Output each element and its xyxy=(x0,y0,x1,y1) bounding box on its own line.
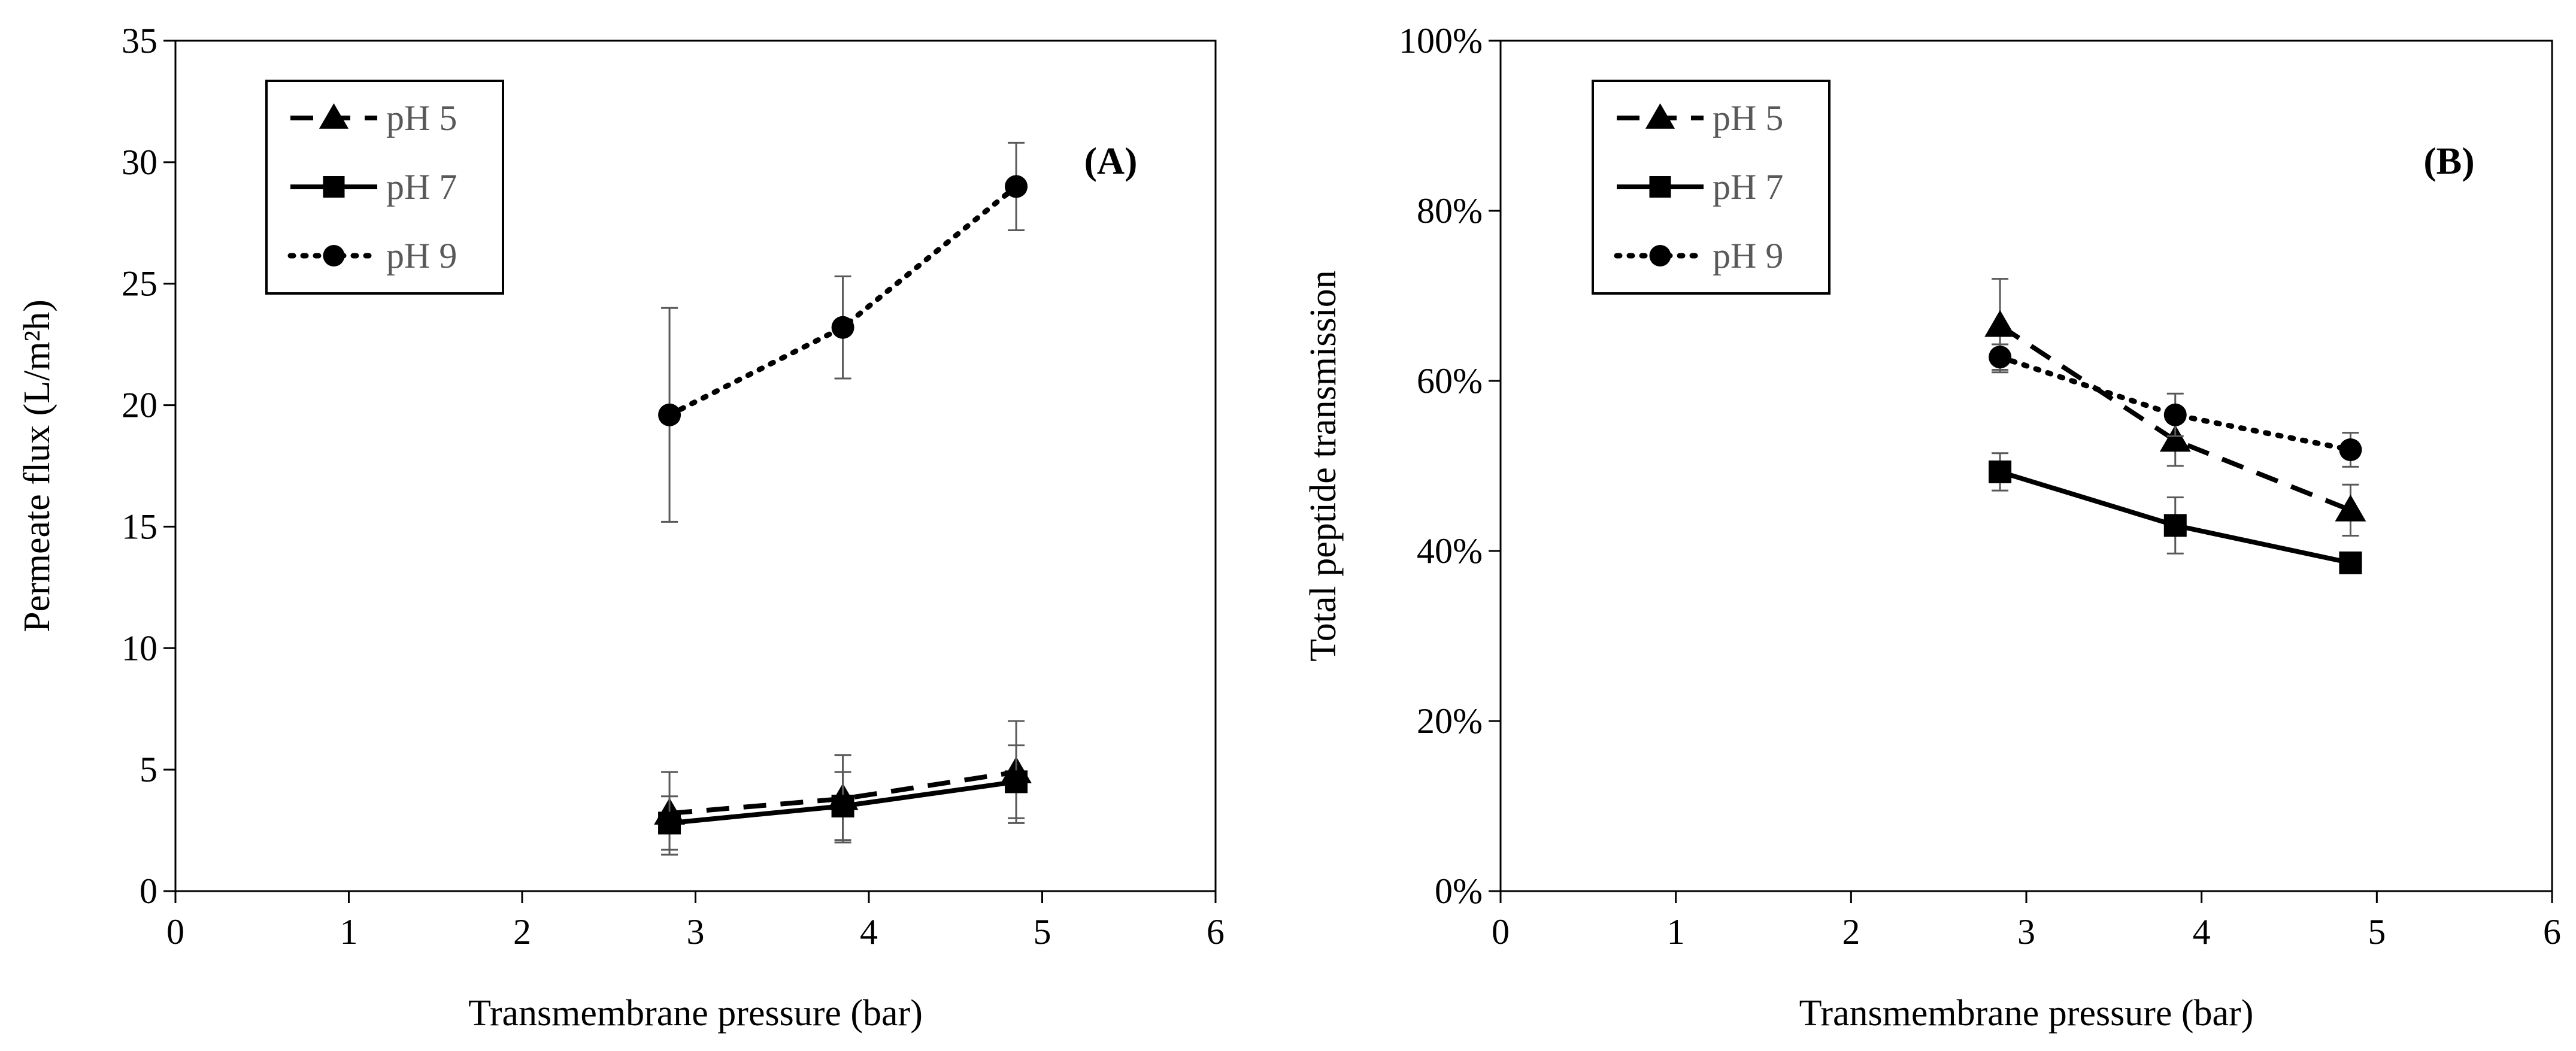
series-line xyxy=(1998,323,2351,513)
y-tick-label: 40% xyxy=(1417,531,1483,571)
data-point-circle xyxy=(2163,403,2187,426)
panel-a: 0 1 2 3 4 5 6 0 5 10 15 20 25 30 35 Transmembrane press… xyxy=(17,21,1225,1034)
series-line xyxy=(669,770,1017,816)
x-tick-label: 1 xyxy=(340,912,358,952)
legend-marker-square xyxy=(1649,176,1671,198)
legend-label: pH 7 xyxy=(1713,167,1783,207)
y-tick-label: 25 xyxy=(122,264,157,304)
x-tick-label: 2 xyxy=(1842,912,1860,952)
legend: pH 5 pH 7 pH 9 xyxy=(265,80,504,295)
legend-label: pH 9 xyxy=(1713,236,1783,275)
legend-label: pH 7 xyxy=(386,167,457,207)
y-tick-label: 10 xyxy=(122,628,157,668)
data-point-circle xyxy=(1005,175,1028,198)
y-tick-label: 15 xyxy=(122,507,157,546)
data-point-square xyxy=(831,795,854,817)
y-tick-label: 20 xyxy=(122,386,157,425)
x-tick-label: 0 xyxy=(1492,912,1510,952)
x-tick-label: 3 xyxy=(687,912,705,952)
data-point-triangle xyxy=(2159,425,2191,452)
data-point-circle xyxy=(658,403,681,426)
legend-marker-circle xyxy=(1649,245,1671,266)
data-point-circle xyxy=(1989,346,2012,369)
legend-label: pH 9 xyxy=(386,236,457,275)
x-tick-label: 1 xyxy=(1667,912,1685,952)
panel-label: (B) xyxy=(2423,140,2474,182)
data-point-circle xyxy=(2339,438,2362,462)
data-point-triangle xyxy=(2335,494,2366,522)
y-tick-label: 100% xyxy=(1399,21,1483,60)
data-point-square xyxy=(658,811,681,835)
legend-marker-triangle xyxy=(1645,103,1675,129)
legend-label: pH 5 xyxy=(386,98,457,138)
data-point-triangle xyxy=(1984,310,2016,337)
y-tick-label: 35 xyxy=(122,21,157,60)
y-tick-label: 0 xyxy=(140,871,157,911)
x-tick-label: 4 xyxy=(860,912,878,952)
legend: pH 5 pH 7 pH 9 xyxy=(1592,80,1831,295)
y-tick-label: 5 xyxy=(140,750,157,789)
x-tick-label: 5 xyxy=(1034,912,1051,952)
series-line xyxy=(1997,354,2353,453)
y-axis-title: Total peptide transmission xyxy=(1303,270,1344,661)
y-tick-label: 20% xyxy=(1417,701,1483,741)
data-point-square xyxy=(2339,551,2362,574)
data-point-square xyxy=(1005,770,1028,793)
legend-marker-triangle xyxy=(319,103,349,129)
series-ph7 xyxy=(1989,452,2362,574)
data-point-square xyxy=(2163,514,2187,537)
y-axis-title: Permeate flux (L/m²h) xyxy=(17,299,57,632)
series-ph9 xyxy=(658,141,1028,523)
series-ph9 xyxy=(1989,343,2362,468)
panel-b: 0 1 2 3 4 5 60%20%40%60%80%100%Transmembrane p… xyxy=(1303,21,2561,1034)
legend-label: pH 5 xyxy=(1713,98,1783,138)
x-tick-label: 6 xyxy=(2543,912,2561,952)
data-point-circle xyxy=(831,316,854,339)
panel-label: (A) xyxy=(1084,140,1138,182)
x-tick-label: 3 xyxy=(2017,912,2035,952)
x-axis-title: Transmembrane pressure (bar) xyxy=(1799,993,2254,1034)
x-axis-title: Transmembrane pressure (bar) xyxy=(468,993,923,1034)
x-tick-label: 6 xyxy=(1207,912,1225,952)
data-point-square xyxy=(1989,460,2012,483)
legend-marker-circle xyxy=(323,245,345,266)
y-tick-label: 80% xyxy=(1417,191,1483,231)
x-tick-label: 5 xyxy=(2368,912,2386,952)
legend-marker-square xyxy=(323,176,345,198)
y-tick-label: 30 xyxy=(122,143,157,182)
x-tick-label: 0 xyxy=(166,912,184,952)
x-tick-label: 2 xyxy=(513,912,531,952)
y-tick-label: 60% xyxy=(1417,361,1483,401)
x-tick-label: 4 xyxy=(2193,912,2211,952)
y-tick-label: 0% xyxy=(1435,871,1483,911)
series-ph7 xyxy=(658,744,1028,851)
